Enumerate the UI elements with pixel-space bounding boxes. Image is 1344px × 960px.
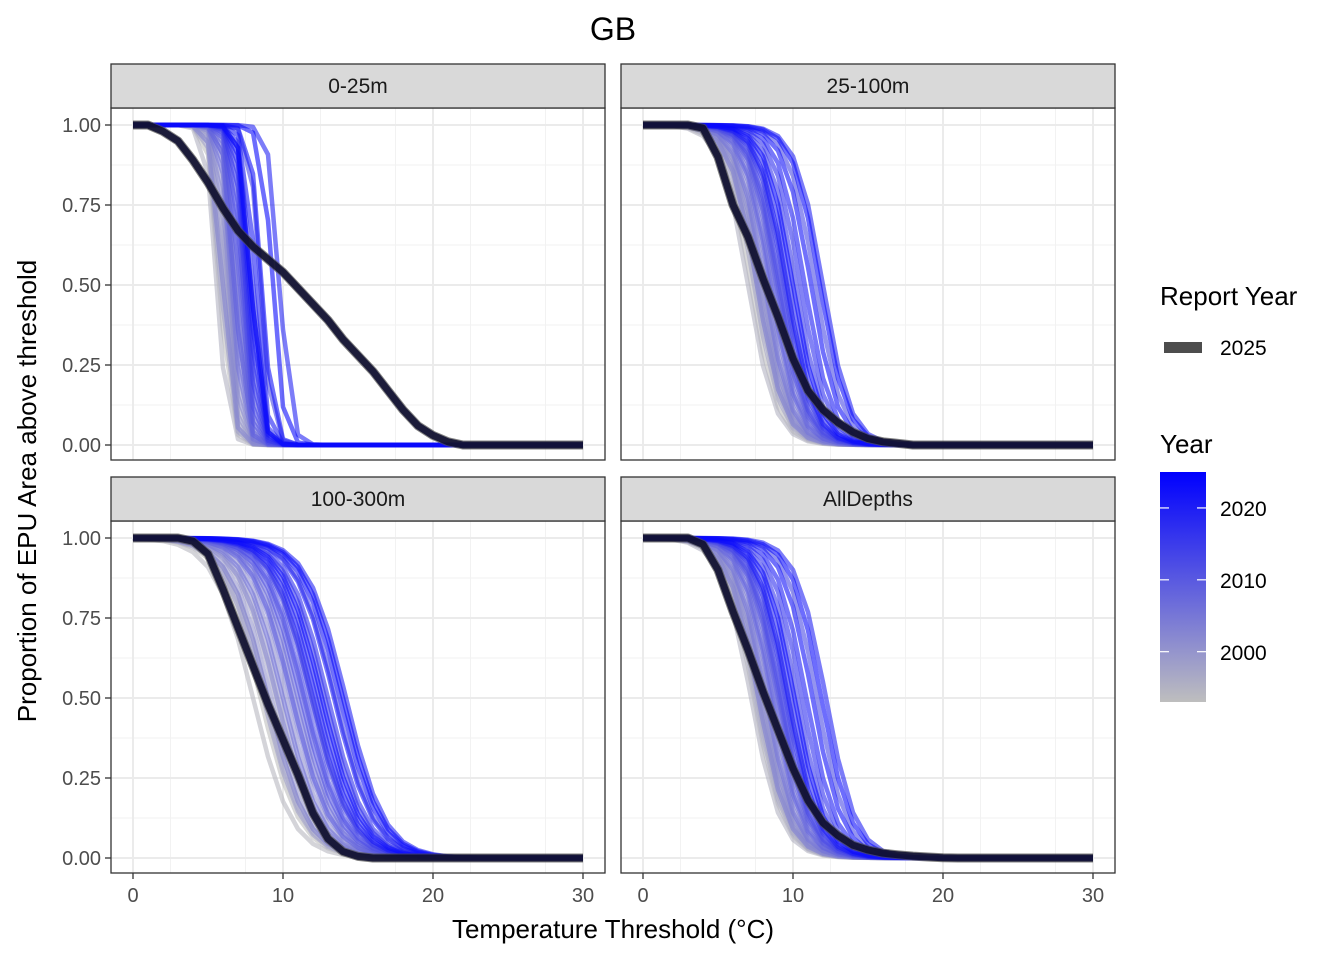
x-tick-label: 20 [422,885,444,907]
facet-strip-label: 25-100m [827,75,910,98]
x-tick-label: 10 [782,885,804,907]
y-tick-label: 0.50 [62,275,101,297]
facet-strip [620,63,1116,109]
series-line-2025 [643,534,1093,862]
x-tick-label: 0 [127,885,138,907]
x-tick-label: 10 [272,885,294,907]
y-tick-label: 0.50 [62,688,101,710]
x-tick-label: 30 [1082,885,1104,907]
facet-strip-label: 0-25m [328,75,388,98]
facet-panel-alldepths: AllDepths 0 10 20 30 [620,476,1116,907]
facet-panel-25-100m: 25-100m [620,63,1116,461]
y-tick-label: 0.25 [62,355,101,377]
year-colorbar [1160,472,1206,702]
facet-strip [110,63,606,109]
x-tick-label: 20 [932,885,954,907]
legend-title-report-year: Report Year [1160,281,1298,311]
y-tick-label: 0.00 [62,848,101,870]
y-tick-label: 0.00 [62,435,101,457]
chart-title: GB [590,11,636,47]
facet-strip-label: 100-300m [311,488,406,511]
y-tick-label: 1.00 [62,115,101,137]
legend: Report Year 2025 Year 2020 2010 2000 [1160,281,1298,702]
colorbar-label-2000: 2000 [1220,642,1267,665]
facet-strip-label: AllDepths [823,488,913,511]
series-line-2025 [133,534,583,862]
legend-key-2025 [1164,342,1202,353]
colorbar-label-2010: 2010 [1220,570,1267,593]
y-axis-label: Proportion of EPU Area above threshold [12,260,42,723]
facet-strip [110,476,606,522]
colorbar-label-2020: 2020 [1220,498,1267,521]
legend-label-2025: 2025 [1220,337,1267,360]
x-axis-label: Temperature Threshold (°C) [452,914,774,944]
legend-title-year: Year [1160,429,1213,459]
series-line-2025 [643,121,1093,449]
series-line-2025 [133,121,583,449]
facet-panel-100-300m: 100-300m 0.00 0.25 0.50 0.75 1.00 0 10 20 30 [62,476,606,907]
y-tick-label: 0.75 [62,195,101,217]
x-tick-label: 30 [572,885,594,907]
y-tick-label: 0.25 [62,768,101,790]
facet-strip [620,476,1116,522]
y-tick-label: 0.75 [62,608,101,630]
x-tick-label: 0 [637,885,648,907]
y-tick-label: 1.00 [62,528,101,550]
facet-panel-0-25m: 0-25m 0.00 0.25 0.50 0.75 1.00 [62,63,606,461]
